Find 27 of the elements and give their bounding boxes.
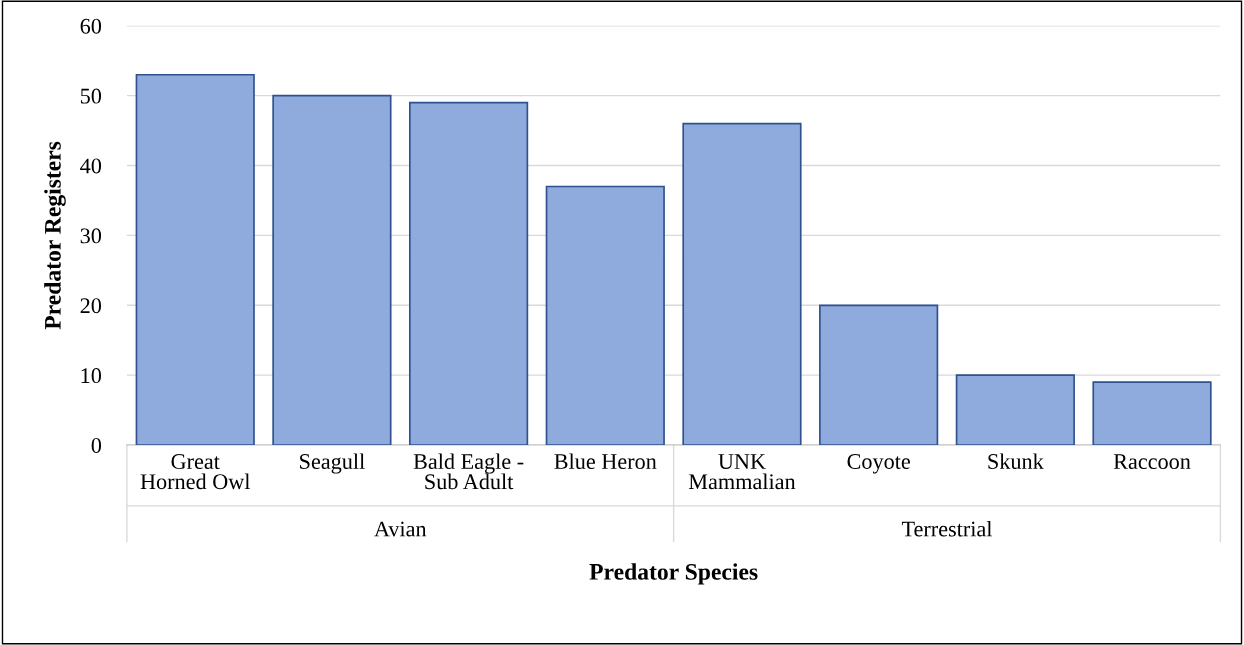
bar bbox=[682, 122, 802, 446]
x-tick-label: Skunk bbox=[988, 453, 1044, 470]
bar bbox=[135, 73, 255, 446]
bar bbox=[272, 94, 392, 446]
bar bbox=[819, 304, 939, 446]
x-tick-label: Bald Eagle - Sub Adult bbox=[413, 453, 524, 490]
bar bbox=[408, 101, 529, 446]
y-tick-label: 20 bbox=[80, 298, 102, 314]
y-axis-title: Predator Registers bbox=[44, 141, 66, 330]
x-tick-label: Blue Heron bbox=[554, 453, 657, 470]
y-tick-label: 40 bbox=[80, 158, 102, 174]
x-tick-label: Raccoon bbox=[1113, 454, 1191, 470]
bar bbox=[1092, 381, 1212, 446]
text: Terrestrial bbox=[901, 520, 993, 537]
y-tick-label: 50 bbox=[80, 88, 102, 104]
y-tick-label: 60 bbox=[80, 18, 102, 34]
text: Avian bbox=[374, 521, 427, 537]
x-axis-title: Predator Species bbox=[589, 563, 758, 585]
x-tick-label: Coyote bbox=[847, 454, 910, 474]
x-tick-label: Seagull bbox=[300, 453, 365, 474]
y-tick-label: 30 bbox=[80, 228, 102, 244]
y-tick-label: 0 bbox=[91, 437, 102, 453]
bar bbox=[955, 374, 1075, 446]
bar bbox=[545, 185, 665, 446]
x-tick-label: UNK Mammalian bbox=[688, 454, 796, 490]
x-tick-label: Great Horned Owl bbox=[140, 454, 251, 490]
y-tick-label: 10 bbox=[81, 368, 102, 384]
